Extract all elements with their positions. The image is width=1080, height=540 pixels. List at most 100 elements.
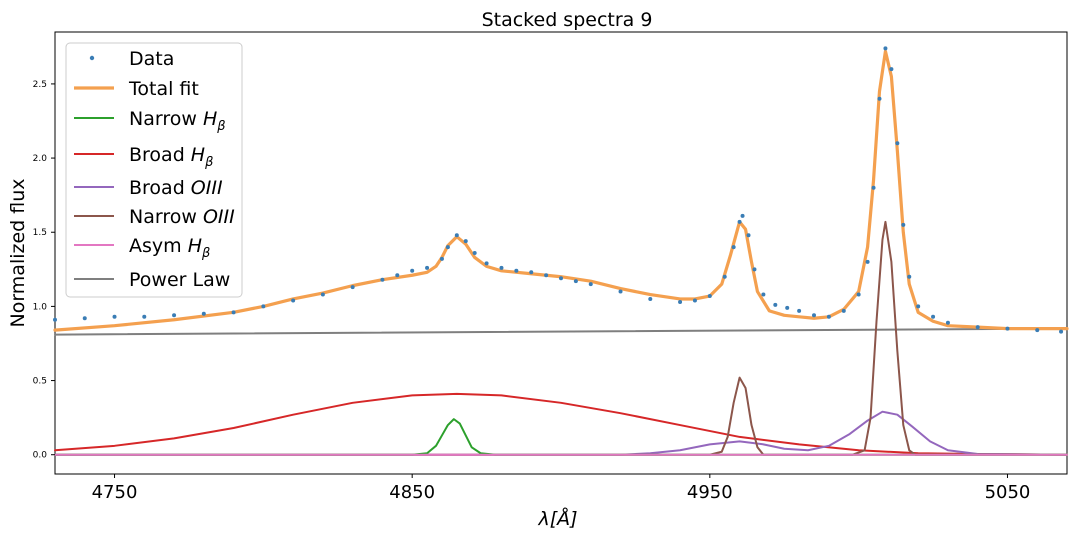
series-line-narrow-oiii (54, 220, 1068, 456)
y-tick-label: 1.5 (33, 228, 47, 238)
data-point (445, 245, 450, 250)
data-point (1005, 326, 1010, 331)
data-point (648, 296, 653, 301)
data-point (1059, 329, 1064, 334)
data-point (841, 308, 846, 313)
data-point (261, 304, 266, 309)
plot-frame (54, 31, 1068, 475)
data-point (871, 185, 876, 190)
y-tick-label: 1.0 (33, 302, 48, 312)
series-line-power-law (54, 327, 1068, 336)
data-point (722, 274, 727, 279)
data-point (573, 279, 578, 284)
data-point (380, 277, 385, 282)
data-point (931, 314, 936, 319)
legend-label: Data (129, 48, 174, 70)
data-point (678, 299, 683, 304)
data-point (975, 325, 980, 330)
data-point (350, 285, 355, 290)
data-point (856, 292, 861, 297)
data-point (529, 270, 534, 275)
data-point (112, 314, 117, 319)
legend-marker (89, 55, 95, 61)
data-point (559, 276, 563, 281)
data-point (514, 268, 519, 273)
data-point (761, 292, 766, 297)
data-point (877, 96, 882, 101)
legend-item-broad-h: Broad Hβ (74, 144, 213, 170)
series-line-total-fit (53, 49, 1069, 332)
legend-box (65, 42, 243, 298)
data-point (53, 317, 57, 322)
data-point (883, 46, 888, 51)
x-tick-label: 4750 (92, 482, 138, 503)
legend-item-asym-h: Asym Hβ (74, 235, 210, 261)
data-point (472, 251, 477, 255)
series-line-broad-h (54, 392, 1068, 456)
series-line-narrow-h (54, 418, 1068, 456)
data-point (1035, 328, 1040, 333)
data-point (484, 261, 489, 266)
data-point (410, 268, 415, 273)
legend-label: Power Law (129, 269, 230, 291)
legend-item-power-law: Power Law (74, 269, 230, 291)
legend-label: Narrow OIII (129, 206, 235, 228)
legend-item-data: Data (89, 48, 174, 70)
legend-label: Asym Hβ (129, 235, 210, 261)
x-axis-label: λ[Å] (537, 507, 577, 530)
data-point (588, 282, 593, 287)
legend-label: Total fit (128, 78, 199, 100)
x-tick-label: 5050 (985, 482, 1031, 503)
y-tick-label: 2.0 (33, 154, 48, 164)
data-point (812, 313, 816, 318)
data-point (291, 298, 296, 303)
legend-label: Broad OIII (129, 177, 223, 199)
data-point (454, 233, 459, 238)
axes-layer: 0.0 0.5 1.0 1.5 2.0 2.5 4750 4850 4950 5050 (33, 80, 1031, 503)
y-tick-label: 0.5 (33, 377, 47, 387)
data-point (901, 222, 906, 227)
data-point (707, 294, 712, 299)
data-point (752, 267, 757, 272)
data-point (826, 314, 831, 319)
data-point (865, 259, 870, 264)
legend-item-narrow-oiii: Narrow OIII (74, 206, 235, 228)
data-point (746, 233, 751, 238)
data-point (737, 219, 742, 224)
legend-item-broad-oiii: Broad OIII (74, 177, 223, 199)
data-point (692, 298, 697, 303)
data-point (201, 311, 206, 316)
chart-title: Stacked spectra 9 (482, 9, 653, 31)
legend-label: Narrow Hβ (129, 108, 226, 134)
data-point (439, 256, 444, 261)
data-point (231, 310, 236, 315)
legend-item-total-fit: Total fit (74, 78, 199, 100)
series-line-broad-oiii (54, 410, 1068, 456)
y-tick-label: 0.0 (33, 451, 48, 461)
data-point (916, 304, 921, 309)
data-point (142, 314, 147, 319)
data-point (499, 265, 504, 270)
data-point (395, 273, 400, 278)
data-point (172, 313, 177, 318)
data-point (82, 316, 87, 321)
data-point (740, 213, 745, 218)
data-point (797, 308, 802, 313)
series-layer (53, 46, 1069, 456)
data-point (618, 289, 623, 294)
data-point (463, 239, 468, 244)
y-axis-label: Normalized flux (7, 178, 29, 327)
y-tick-label: 2.5 (33, 80, 47, 90)
data-point (425, 265, 430, 270)
legend-item-narrow-h: Narrow Hβ (74, 108, 226, 134)
legend: Data Total fit Narrow Hβ Broad Hβ Broad OIII… (65, 42, 243, 298)
data-point (544, 273, 549, 278)
data-point (895, 141, 900, 146)
data-point (945, 320, 950, 325)
x-tick-label: 4950 (687, 482, 733, 503)
data-point (889, 67, 894, 72)
series-data (53, 46, 1064, 334)
data-point (320, 292, 325, 297)
data-point (731, 245, 736, 250)
